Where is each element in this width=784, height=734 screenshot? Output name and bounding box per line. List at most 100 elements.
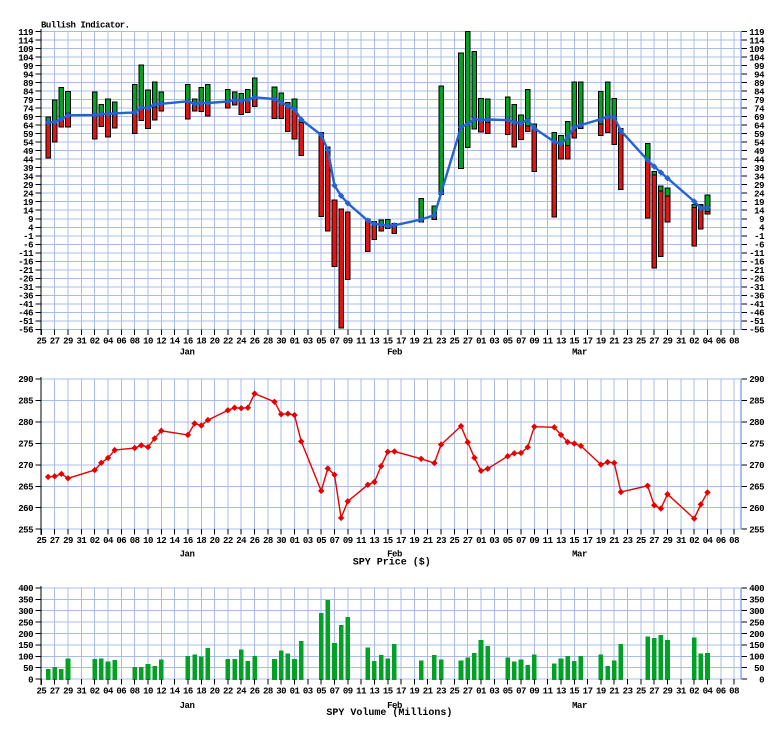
svg-text:11: 11 (543, 686, 554, 696)
svg-text:99: 99 (23, 62, 33, 72)
svg-text:02: 02 (90, 686, 100, 696)
svg-text:25: 25 (636, 686, 646, 696)
svg-text:29: 29 (663, 336, 673, 346)
svg-text:15: 15 (383, 536, 393, 546)
svg-text:31: 31 (676, 536, 687, 546)
svg-text:-41: -41 (18, 300, 34, 310)
svg-text:08: 08 (729, 536, 739, 546)
svg-text:16: 16 (183, 686, 193, 696)
svg-text:11: 11 (356, 536, 367, 546)
svg-text:30: 30 (276, 336, 286, 346)
svg-text:18: 18 (196, 536, 206, 546)
svg-text:21: 21 (609, 336, 620, 346)
svg-text:-36: -36 (18, 292, 33, 302)
svg-text:Bullish Indicator.: Bullish Indicator. (41, 21, 130, 31)
svg-text:Feb: Feb (387, 347, 402, 357)
svg-text:280: 280 (749, 418, 764, 428)
svg-text:34: 34 (754, 173, 765, 183)
svg-text:350: 350 (749, 596, 764, 606)
svg-text:Jan: Jan (180, 347, 195, 357)
svg-text:19: 19 (409, 686, 419, 696)
svg-text:89: 89 (754, 79, 764, 89)
svg-text:02: 02 (689, 686, 699, 696)
svg-text:09: 09 (343, 336, 353, 346)
svg-text:84: 84 (754, 87, 765, 97)
svg-text:26: 26 (250, 536, 260, 546)
svg-text:07: 07 (330, 686, 340, 696)
svg-text:255: 255 (749, 526, 764, 536)
svg-text:29: 29 (754, 181, 764, 191)
svg-text:44: 44 (23, 156, 34, 166)
svg-text:13: 13 (556, 686, 566, 696)
svg-text:4: 4 (759, 224, 765, 234)
svg-text:119: 119 (18, 28, 33, 38)
svg-text:74: 74 (23, 104, 34, 114)
svg-text:04: 04 (703, 536, 714, 546)
svg-text:18: 18 (196, 336, 206, 346)
svg-text:13: 13 (556, 536, 566, 546)
svg-text:119: 119 (749, 28, 764, 38)
svg-text:25: 25 (449, 336, 459, 346)
svg-text:59: 59 (23, 130, 33, 140)
svg-text:17: 17 (583, 686, 593, 696)
svg-text:03: 03 (303, 336, 313, 346)
svg-text:19: 19 (409, 536, 419, 546)
svg-text:265: 265 (749, 483, 764, 493)
svg-text:109: 109 (749, 45, 764, 55)
svg-text:02: 02 (689, 536, 699, 546)
svg-text:50: 50 (754, 664, 764, 674)
svg-text:25: 25 (449, 686, 459, 696)
svg-text:29: 29 (663, 536, 673, 546)
svg-text:Feb: Feb (387, 549, 402, 559)
svg-text:15: 15 (569, 536, 579, 546)
svg-text:01: 01 (476, 686, 487, 696)
svg-text:28: 28 (263, 686, 273, 696)
svg-text:17: 17 (396, 536, 406, 546)
svg-text:27: 27 (50, 536, 60, 546)
svg-text:09: 09 (529, 686, 539, 696)
svg-text:13: 13 (556, 336, 566, 346)
svg-text:14: 14 (23, 207, 34, 217)
svg-text:25: 25 (36, 536, 46, 546)
svg-text:150: 150 (749, 641, 764, 651)
svg-text:25: 25 (449, 536, 459, 546)
svg-text:109: 109 (18, 45, 33, 55)
svg-text:12: 12 (156, 336, 166, 346)
svg-text:290: 290 (18, 375, 33, 385)
svg-text:100: 100 (749, 653, 764, 663)
svg-text:19: 19 (409, 336, 419, 346)
svg-text:04: 04 (103, 686, 114, 696)
svg-text:114: 114 (18, 36, 34, 46)
svg-text:-21: -21 (18, 266, 34, 276)
svg-text:01: 01 (290, 536, 301, 546)
svg-text:285: 285 (18, 397, 33, 407)
svg-text:200: 200 (18, 630, 33, 640)
svg-text:Mar: Mar (572, 549, 587, 559)
svg-text:05: 05 (503, 536, 513, 546)
svg-text:28: 28 (263, 536, 273, 546)
svg-text:22: 22 (223, 336, 233, 346)
svg-text:-16: -16 (749, 258, 764, 268)
svg-text:27: 27 (50, 336, 60, 346)
svg-text:Jan: Jan (180, 549, 195, 559)
svg-text:-16: -16 (18, 258, 33, 268)
svg-text:14: 14 (754, 207, 765, 217)
svg-text:19: 19 (23, 198, 33, 208)
svg-text:17: 17 (396, 686, 406, 696)
svg-text:17: 17 (396, 336, 406, 346)
svg-text:39: 39 (23, 164, 33, 174)
svg-text:15: 15 (383, 336, 393, 346)
svg-text:08: 08 (130, 336, 140, 346)
svg-text:26: 26 (250, 686, 260, 696)
svg-text:280: 280 (18, 418, 33, 428)
svg-text:16: 16 (183, 336, 193, 346)
svg-text:94: 94 (23, 70, 34, 80)
svg-text:265: 265 (18, 483, 33, 493)
svg-text:23: 23 (623, 686, 633, 696)
svg-text:09: 09 (529, 336, 539, 346)
svg-text:14: 14 (170, 686, 181, 696)
svg-text:Feb: Feb (387, 701, 402, 711)
svg-text:200: 200 (749, 630, 764, 640)
svg-text:06: 06 (116, 686, 126, 696)
svg-text:34: 34 (23, 173, 34, 183)
